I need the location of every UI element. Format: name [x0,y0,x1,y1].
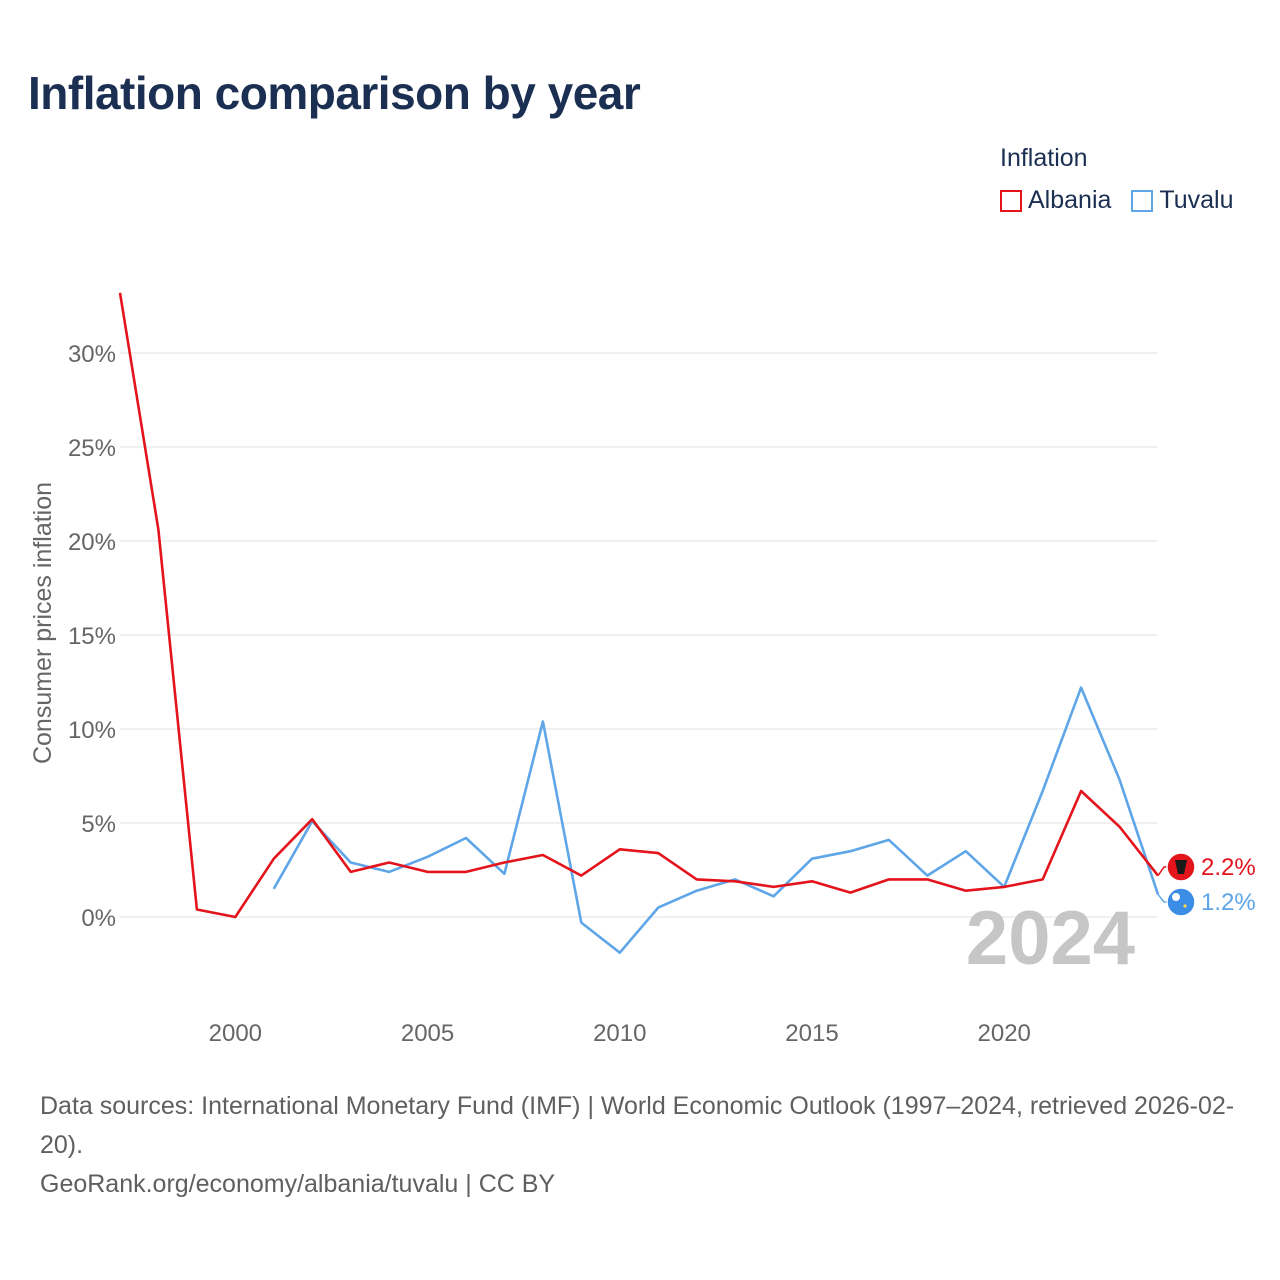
year-watermark: 2024 [966,896,1135,981]
y-tick-label-20: 20% [68,529,116,556]
end-markers: 2.2% 1.2% [1157,852,1256,917]
albania-eagle-icon [1175,860,1187,874]
series-line-albania [118,292,1160,919]
x-tick-label-2000: 2000 [209,1020,262,1047]
end-label-albania: 2.2% [1201,854,1256,881]
y-axis-label: Consumer prices inflation [29,482,57,764]
legend-item-tuvalu[interactable]: Tuvalu [1131,186,1234,215]
line-chart: 0% 5% 10% 15% 20% 25% 30% 2000 2005 2010 2015 2020… [29,292,1256,1047]
chart-title: Inflation comparison by year [28,67,641,119]
tuvalu-union-icon [1172,893,1180,901]
y-axis-ticks: 0% 5% 10% 15% 20% 25% 30% [68,341,116,932]
end-marker-tuvalu [1166,887,1196,917]
credit-link[interactable]: GeoRank.org/economy/albania/tuvalu | CC … [40,1170,556,1198]
series-lines [118,292,1160,954]
tuvalu-star-icon [1183,904,1187,908]
legend-label-tuvalu: Tuvalu [1159,186,1234,214]
x-tick-label-2005: 2005 [401,1020,454,1047]
y-tick-label-10: 10% [68,717,116,744]
legend: Albania Tuvalu [1000,186,1254,215]
legend-label-albania: Albania [1028,186,1112,214]
y-tick-label-5: 5% [81,811,116,838]
y-tick-label-25: 25% [68,435,116,462]
legend-swatch-albania [1000,189,1022,212]
series-line-tuvalu [272,686,1160,954]
y-tick-label-0: 0% [81,905,116,932]
footer: Data sources: International Monetary Fun… [40,1087,1250,1204]
data-sources: Data sources: International Monetary Fun… [40,1092,1235,1159]
legend-title: Inflation [1000,144,1088,172]
legend-item-albania[interactable]: Albania [1000,186,1111,215]
x-tick-label-2015: 2015 [785,1020,838,1047]
y-tick-label-15: 15% [68,623,116,650]
y-tick-label-30: 30% [68,341,116,368]
grid-lines [120,352,1157,918]
x-tick-label-2020: 2020 [978,1020,1031,1047]
end-label-tuvalu: 1.2% [1201,889,1256,916]
x-tick-label-2010: 2010 [593,1020,646,1047]
x-axis-ticks: 2000 2005 2010 2015 2020 [209,1020,1031,1047]
legend-swatch-tuvalu [1131,189,1154,212]
